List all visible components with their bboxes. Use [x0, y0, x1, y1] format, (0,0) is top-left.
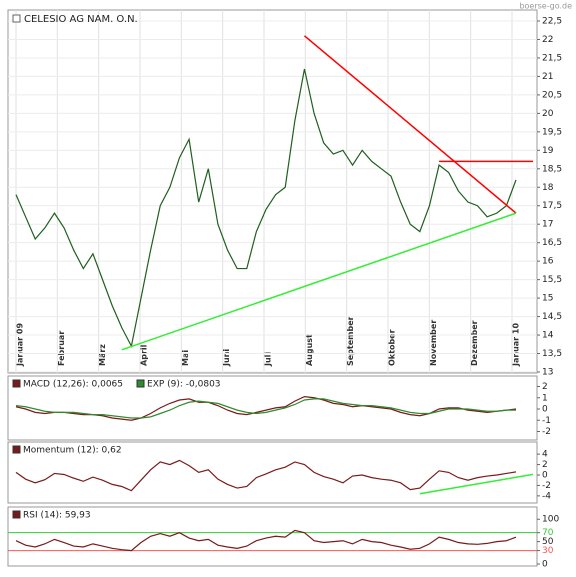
series-line [15, 68, 517, 348]
panel-frame [7, 9, 538, 374]
y-tick-label: 15 [542, 294, 553, 304]
y-tick-label: 17 [542, 220, 553, 230]
y-tick-label: 15,5 [542, 275, 562, 285]
y-tick-label: 16 [542, 257, 554, 267]
series-line [15, 459, 517, 492]
y-tick-label: -4 [542, 491, 551, 501]
x-tick-label: September [346, 316, 355, 366]
y-tick-label: 19 [542, 146, 554, 156]
y-tick-label: 19,5 [542, 127, 562, 137]
x-tick-label: April [140, 344, 149, 366]
trendline [121, 212, 517, 351]
y-tick-label: 18 [542, 183, 554, 193]
y-tick-label: 18,5 [542, 164, 562, 174]
chart-title: CELESIO AG NAM. O.N. [24, 14, 138, 25]
legend-swatch [136, 379, 145, 388]
series-line [15, 396, 517, 421]
legend-swatch [12, 445, 21, 454]
x-tick-label: Januar 09 [16, 323, 25, 367]
y-tick-label: 20 [542, 109, 554, 119]
y-tick-label: 50 [542, 537, 554, 547]
x-tick-label: Juli [264, 352, 273, 367]
x-tick-label: Oktober [388, 329, 397, 366]
y-tick-label: 0 [542, 405, 548, 415]
legend-swatch [12, 379, 21, 388]
x-tick-label: Juni [222, 349, 231, 367]
y-tick-label: 13,5 [542, 349, 562, 359]
y-tick-label: 100 [542, 515, 559, 525]
x-tick-label: Januar 10 [512, 323, 521, 367]
y-tick-label: -2 [542, 427, 551, 437]
y-tick-label: 21,5 [542, 53, 562, 63]
y-tick-label: 22,5 [542, 17, 562, 27]
x-tick-label: August [305, 334, 314, 366]
x-tick-label: Februar [57, 331, 66, 366]
y-tick-label: 22 [542, 35, 553, 45]
y-tick-label: 21 [542, 72, 553, 82]
x-tick-label: März [98, 344, 107, 366]
watermark: boerse-go.de [519, 2, 572, 11]
legend-label: Momentum (12): 0,62 [23, 446, 122, 456]
y-tick-label: 1 [542, 393, 548, 403]
x-tick-label: Dezember [470, 320, 479, 366]
y-tick-label: 70 [542, 528, 554, 538]
title-box [12, 14, 21, 23]
y-tick-label: 16,5 [542, 238, 562, 248]
x-tick-label: November [429, 320, 438, 366]
y-tick-label: -1 [542, 416, 551, 426]
legend-label: EXP (9): -0,0803 [147, 380, 221, 390]
legend-swatch [12, 510, 21, 519]
y-tick-label: 17,5 [542, 201, 562, 211]
x-tick-label: Mai [181, 350, 190, 366]
y-tick-label: 14 [542, 331, 554, 341]
series-line [15, 529, 517, 552]
legend-label: RSI (14): 59,93 [23, 511, 91, 521]
y-tick-label: 0 [542, 471, 548, 481]
trendline [303, 35, 517, 214]
legend-label: MACD (12,26): 0,0065 [23, 380, 123, 390]
y-tick-label: 2 [542, 460, 548, 470]
y-tick-label: 13 [542, 368, 553, 378]
y-tick-label: 4 [542, 450, 548, 460]
y-tick-label: 0 [542, 560, 548, 570]
y-tick-label: 30 [542, 546, 554, 556]
series-line [15, 398, 516, 419]
trendline [419, 473, 534, 495]
y-tick-label: 14,5 [542, 312, 562, 322]
y-tick-label: -2 [542, 481, 551, 491]
y-tick-label: 2 [542, 382, 548, 392]
y-tick-label: 20,5 [542, 90, 562, 100]
